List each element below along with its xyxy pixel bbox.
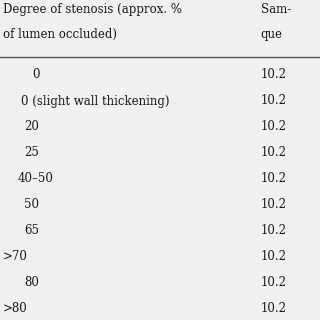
Text: 10.2: 10.2 [261, 121, 287, 133]
Text: 25: 25 [24, 147, 39, 159]
Text: 10.2: 10.2 [261, 172, 287, 186]
Text: 10.2: 10.2 [261, 68, 287, 82]
Text: 10.2: 10.2 [261, 276, 287, 290]
Text: 10.2: 10.2 [261, 94, 287, 108]
Text: 0: 0 [32, 68, 39, 82]
Text: 40–50: 40–50 [18, 172, 53, 186]
Text: 10.2: 10.2 [261, 147, 287, 159]
Text: Degree of stenosis (approx. %: Degree of stenosis (approx. % [3, 3, 182, 16]
Text: 10.2: 10.2 [261, 198, 287, 212]
Text: 10.2: 10.2 [261, 302, 287, 316]
Text: 80: 80 [24, 276, 39, 290]
Text: 20: 20 [24, 121, 39, 133]
Text: 10.2: 10.2 [261, 225, 287, 237]
Text: 65: 65 [24, 225, 39, 237]
Text: of lumen occluded): of lumen occluded) [3, 28, 117, 41]
Text: que: que [261, 28, 283, 41]
Text: >80: >80 [3, 302, 28, 316]
Text: 10.2: 10.2 [261, 251, 287, 263]
Text: 0 (slight wall thickening): 0 (slight wall thickening) [21, 94, 169, 108]
Text: Sam-: Sam- [261, 3, 291, 16]
Text: >70: >70 [3, 251, 28, 263]
Text: 50: 50 [24, 198, 39, 212]
